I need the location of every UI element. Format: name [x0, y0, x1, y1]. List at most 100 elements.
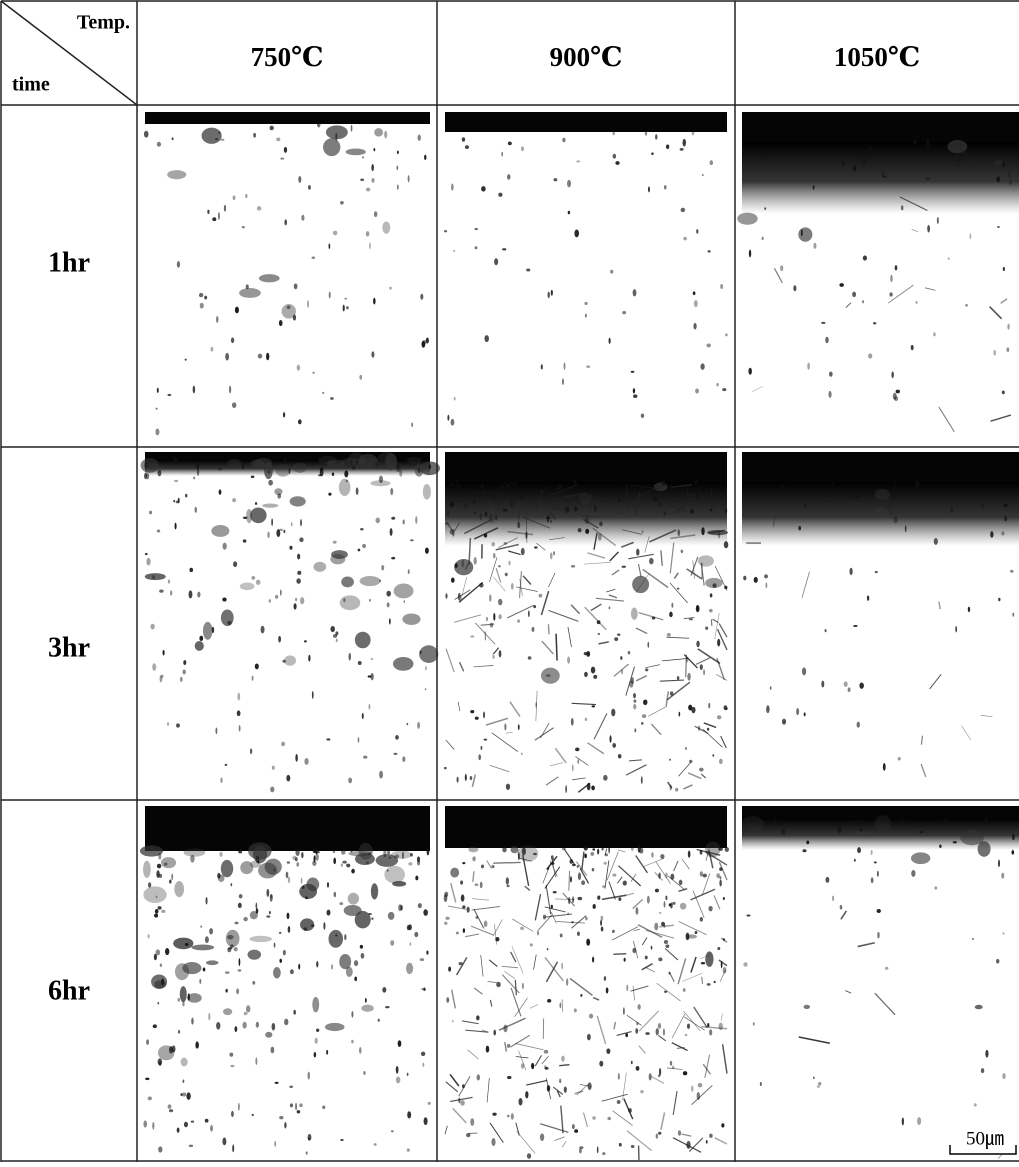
- speck: [551, 862, 554, 865]
- needle-phase: [591, 604, 602, 610]
- speck: [670, 691, 674, 695]
- speck: [257, 206, 261, 211]
- speck: [493, 1030, 496, 1036]
- speck: [368, 913, 372, 915]
- needle-phase: [651, 724, 661, 735]
- speck: [369, 242, 371, 249]
- needle-phase: [704, 723, 716, 727]
- precipitate-cluster: [385, 453, 396, 470]
- speck: [692, 129, 695, 135]
- speck: [365, 998, 367, 1003]
- speck: [694, 480, 698, 484]
- speck: [362, 713, 364, 719]
- speck: [753, 1022, 755, 1026]
- speck: [223, 543, 227, 550]
- speck: [154, 914, 158, 918]
- precipitate-cluster: [355, 632, 371, 649]
- speck: [376, 518, 381, 524]
- precipitate-cluster: [247, 950, 261, 960]
- speck: [528, 610, 530, 617]
- speck: [420, 651, 422, 654]
- speck: [473, 499, 475, 504]
- speck: [152, 1122, 154, 1130]
- needle-phase: [510, 702, 520, 717]
- speck: [609, 606, 611, 609]
- speck: [577, 865, 579, 868]
- speck: [251, 576, 255, 580]
- speck: [603, 775, 607, 781]
- speck: [459, 962, 463, 965]
- precipitate-cluster: [203, 622, 213, 640]
- speck: [185, 943, 189, 946]
- speck: [495, 937, 499, 942]
- needle-phase: [474, 665, 494, 666]
- speck: [914, 140, 916, 144]
- precipitate-cluster: [323, 138, 340, 156]
- speck: [603, 862, 607, 865]
- speck: [898, 757, 901, 761]
- speck: [584, 672, 588, 677]
- needle-phase: [588, 743, 604, 754]
- needle-phase: [606, 589, 615, 592]
- speck: [414, 932, 418, 937]
- needle-phase: [451, 883, 456, 902]
- speck: [701, 962, 705, 964]
- precipitate-cluster: [419, 645, 438, 663]
- speck: [189, 568, 193, 572]
- speck: [939, 844, 942, 847]
- needle-phase: [670, 583, 688, 603]
- speck: [697, 1092, 700, 1100]
- speck: [276, 137, 280, 141]
- speck: [384, 131, 387, 138]
- speck: [628, 1108, 632, 1113]
- precipitate-cluster: [798, 227, 812, 241]
- speck: [696, 229, 698, 234]
- speck: [565, 785, 567, 793]
- precipitate-cluster: [141, 458, 160, 473]
- needle-phase: [627, 1015, 642, 1025]
- needle-phase: [634, 929, 640, 930]
- speck: [314, 1052, 317, 1057]
- speck: [331, 964, 333, 969]
- oxide-layer: [145, 806, 430, 851]
- speck: [893, 516, 898, 523]
- speck: [581, 880, 585, 885]
- speck: [781, 829, 785, 836]
- speck: [161, 978, 164, 985]
- speck: [801, 229, 803, 236]
- speck: [290, 1103, 293, 1107]
- speck: [502, 248, 506, 250]
- speck: [391, 557, 395, 560]
- speck: [618, 499, 620, 503]
- speck: [454, 397, 456, 401]
- speck: [486, 1046, 490, 1053]
- speck: [389, 856, 391, 859]
- speck: [427, 848, 430, 855]
- speck: [533, 853, 537, 855]
- speck: [351, 125, 353, 132]
- speck: [850, 821, 854, 823]
- speck: [746, 914, 750, 916]
- precipitate-cluster: [360, 576, 381, 586]
- speck: [191, 1018, 193, 1025]
- speck: [535, 702, 537, 707]
- needle-phase: [639, 613, 664, 620]
- speck: [840, 905, 843, 910]
- speck: [587, 492, 592, 495]
- speck: [719, 867, 722, 871]
- speck: [492, 495, 496, 500]
- speck: [290, 969, 294, 974]
- speck: [723, 897, 725, 900]
- speck: [161, 910, 165, 913]
- speck: [193, 476, 195, 479]
- speck: [620, 656, 622, 660]
- speck: [517, 619, 520, 622]
- speck: [597, 895, 600, 899]
- speck: [381, 565, 384, 571]
- speck: [877, 871, 879, 877]
- speck: [760, 1082, 762, 1086]
- speck: [748, 368, 752, 375]
- speck: [258, 354, 262, 359]
- speck: [669, 759, 671, 761]
- speck: [410, 942, 412, 946]
